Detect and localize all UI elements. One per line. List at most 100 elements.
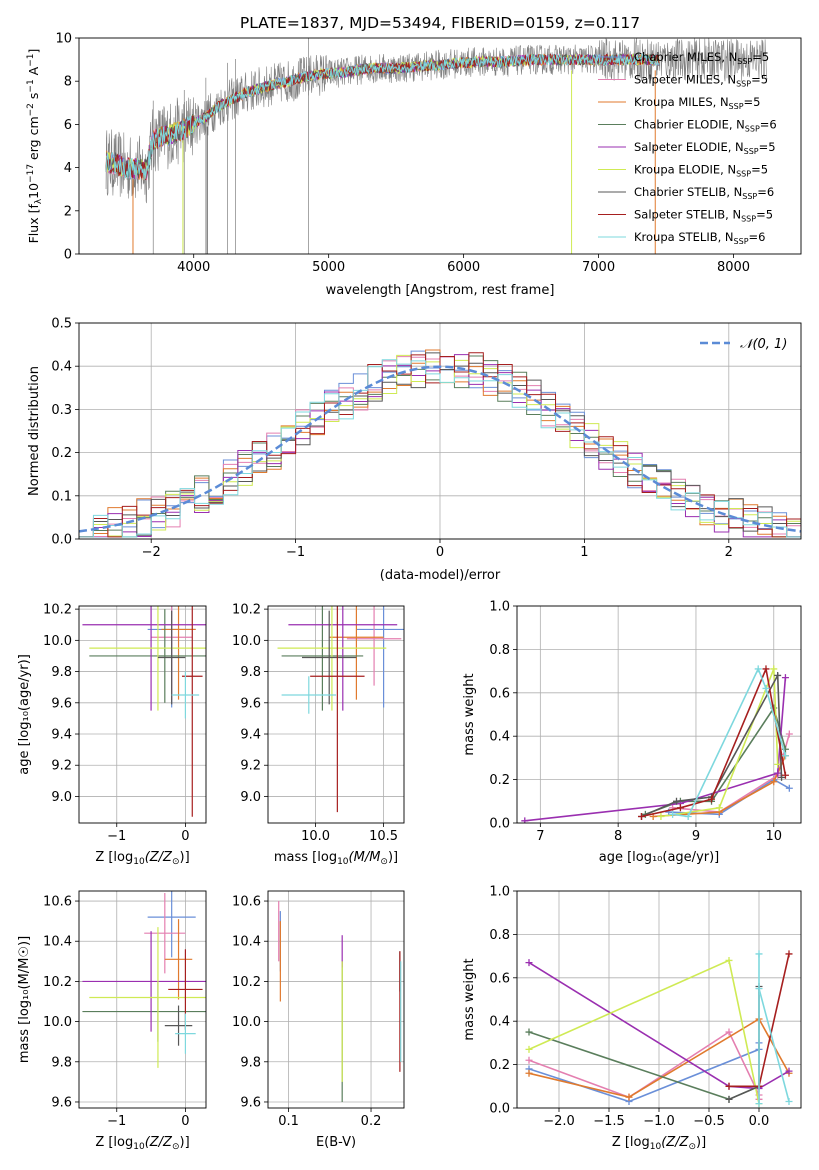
legend-label-part: =5 bbox=[752, 50, 769, 64]
x-tick-label: −0.5 bbox=[693, 1114, 725, 1129]
weight-marker-kroupa_elodie bbox=[715, 804, 723, 812]
legend-label-part: =5 bbox=[751, 163, 768, 177]
y-tick-label: 0.1 bbox=[51, 489, 72, 504]
y-tick-label: 0.2 bbox=[489, 1058, 510, 1073]
legend-label-part: =6 bbox=[757, 185, 774, 199]
y-tick-label: 0.8 bbox=[489, 928, 510, 943]
weight-line-chabrier_elodie bbox=[645, 706, 787, 816]
weight-marker-kroupa_stelib bbox=[684, 812, 692, 820]
weight-marker-kroupa_stelib bbox=[669, 810, 677, 818]
weight-marker-chabrier_stelib bbox=[778, 773, 786, 781]
weight-marker-kroupa_stelib bbox=[754, 665, 762, 673]
axes-weight_vs_age: 7 8 9 10 0.0 0.2 0.4 0.6 0.8 1.0 bbox=[489, 600, 801, 844]
legend-label: Salpeter ELODIE, NSSP=5 bbox=[634, 140, 776, 156]
y-tick-label: 8 bbox=[64, 75, 72, 90]
x-label-close: )] bbox=[180, 1135, 190, 1150]
x-tick-label: 10.5 bbox=[369, 829, 398, 844]
x-axis-label: E(B-V) bbox=[316, 1135, 356, 1150]
weight-line-salpeter_miles bbox=[672, 733, 791, 813]
y-tick-label: 9.8 bbox=[240, 665, 261, 680]
legend-label-part: SSP bbox=[744, 147, 759, 156]
x-label-part: (M/M bbox=[349, 850, 381, 865]
legend-label: Chabrier ELODIE, NSSP=6 bbox=[634, 118, 777, 134]
x-label-part: mass [log bbox=[274, 850, 337, 865]
legend-label-part: Salpeter ELODIE, N bbox=[634, 140, 744, 154]
axes-frame bbox=[267, 605, 405, 824]
legend-label-part: SSP bbox=[742, 192, 757, 201]
legend-label: Chabrier MILES, NSSP=5 bbox=[634, 50, 769, 66]
weight-line-kroupa_miles bbox=[653, 755, 787, 818]
y-tick-label: 10.0 bbox=[43, 1015, 72, 1030]
weight-marker-kroupa_elodie bbox=[774, 760, 782, 768]
weight-marker-salpeter_elodie bbox=[525, 959, 533, 967]
axes-frame bbox=[516, 605, 802, 824]
y-tick-label: 10.4 bbox=[232, 935, 261, 950]
x-tick-label: −1.0 bbox=[643, 1114, 675, 1129]
x-label-part: Z [log bbox=[95, 1135, 133, 1150]
weight-marker-chabrier_stelib bbox=[774, 671, 782, 679]
y-tick-label: 9.2 bbox=[51, 759, 72, 774]
x-label-part: (Z/Z bbox=[145, 850, 173, 865]
weight-marker-kroupa_stelib bbox=[755, 1100, 763, 1108]
axes-frame bbox=[78, 37, 802, 255]
y-tick-label: 0.2 bbox=[51, 446, 72, 461]
weight-marker-salpeter_stelib bbox=[676, 804, 684, 812]
gaussian-curve bbox=[79, 365, 801, 533]
x-label-part: Z [log bbox=[612, 1135, 650, 1150]
x-tick-label: 1 bbox=[580, 545, 588, 560]
weight-marker-salpeter_elodie bbox=[774, 769, 782, 777]
y-tick-label: 6 bbox=[64, 118, 72, 133]
weight-marker-salpeter_miles bbox=[525, 1056, 533, 1064]
x-label-sub: 10 bbox=[650, 1142, 662, 1152]
weight-marker-salpeter_stelib bbox=[781, 771, 789, 779]
weight-marker-kroupa_stelib bbox=[755, 985, 763, 993]
legend-label-part: Kroupa STELIB, N bbox=[634, 230, 734, 244]
weight-marker-salpeter_stelib bbox=[708, 795, 716, 803]
y-tick-label: 10 bbox=[55, 32, 72, 47]
x-tick-label: 8 bbox=[614, 829, 622, 844]
x-tick-label: 10.0 bbox=[301, 829, 330, 844]
y-tick-label: 9.0 bbox=[51, 790, 72, 805]
weight-line-salpeter_stelib bbox=[641, 666, 787, 818]
legend-label: Chabrier STELIB, NSSP=6 bbox=[634, 185, 774, 201]
weight-marker-salpeter_miles bbox=[725, 1028, 733, 1036]
weight-marker-chabrier_miles bbox=[785, 784, 793, 792]
y-tick-label: 0.4 bbox=[489, 1015, 510, 1030]
y-tick-label: 0 bbox=[64, 248, 72, 263]
legend-label-part: SSP bbox=[745, 125, 760, 134]
x-tick-label: −1 bbox=[107, 829, 126, 844]
weight-line-kroupa_elodie bbox=[660, 668, 779, 818]
weight_vs_Z-x-label: Z [log10(Z/Z⊙)] bbox=[612, 1135, 706, 1152]
y-tick-label: 0.6 bbox=[489, 686, 510, 701]
y-tick-label: 9.6 bbox=[51, 696, 72, 711]
y-tick-label: 10.6 bbox=[43, 895, 72, 910]
legend-label-part: SSP bbox=[736, 170, 751, 179]
weight-marker-kroupa_elodie bbox=[657, 812, 665, 820]
legend-label-part: =6 bbox=[760, 118, 777, 132]
x-label-sun: ⊙ bbox=[172, 857, 180, 867]
x-label-sub: 10 bbox=[133, 1142, 145, 1152]
y-tick-label: 10.2 bbox=[232, 603, 261, 618]
legend-label-part: SSP bbox=[736, 80, 751, 89]
x-label-part: (Z/Z bbox=[145, 1135, 173, 1150]
legend-label-part: SSP bbox=[741, 215, 756, 224]
x-label-sun: ⊙ bbox=[688, 1142, 696, 1152]
weight-marker-salpeter_elodie bbox=[521, 817, 529, 823]
x-tick-label: 2 bbox=[725, 545, 733, 560]
y-tick-label: 0.4 bbox=[51, 360, 72, 375]
x-tick-label: 4000 bbox=[177, 260, 210, 275]
y-tick-label: 10.0 bbox=[232, 1015, 261, 1030]
legend-label: Kroupa ELODIE, NSSP=5 bbox=[634, 163, 768, 179]
weight-marker-chabrier_stelib bbox=[673, 797, 681, 805]
y-tick-label: 10.4 bbox=[43, 935, 72, 950]
weight-marker-salpeter_miles bbox=[785, 730, 793, 738]
legend-label-part: Chabrier MILES, N bbox=[634, 50, 737, 64]
y-tick-label: 10.6 bbox=[232, 895, 261, 910]
y-axis-label: mass [log₁₀(M/M☉)] bbox=[17, 936, 32, 1063]
x-tick-label: 7000 bbox=[582, 260, 615, 275]
y-tick-label: 0.6 bbox=[489, 971, 510, 986]
legend-label-part: Kroupa MILES, N bbox=[634, 95, 729, 109]
x-tick-label: 0 bbox=[181, 1114, 189, 1129]
